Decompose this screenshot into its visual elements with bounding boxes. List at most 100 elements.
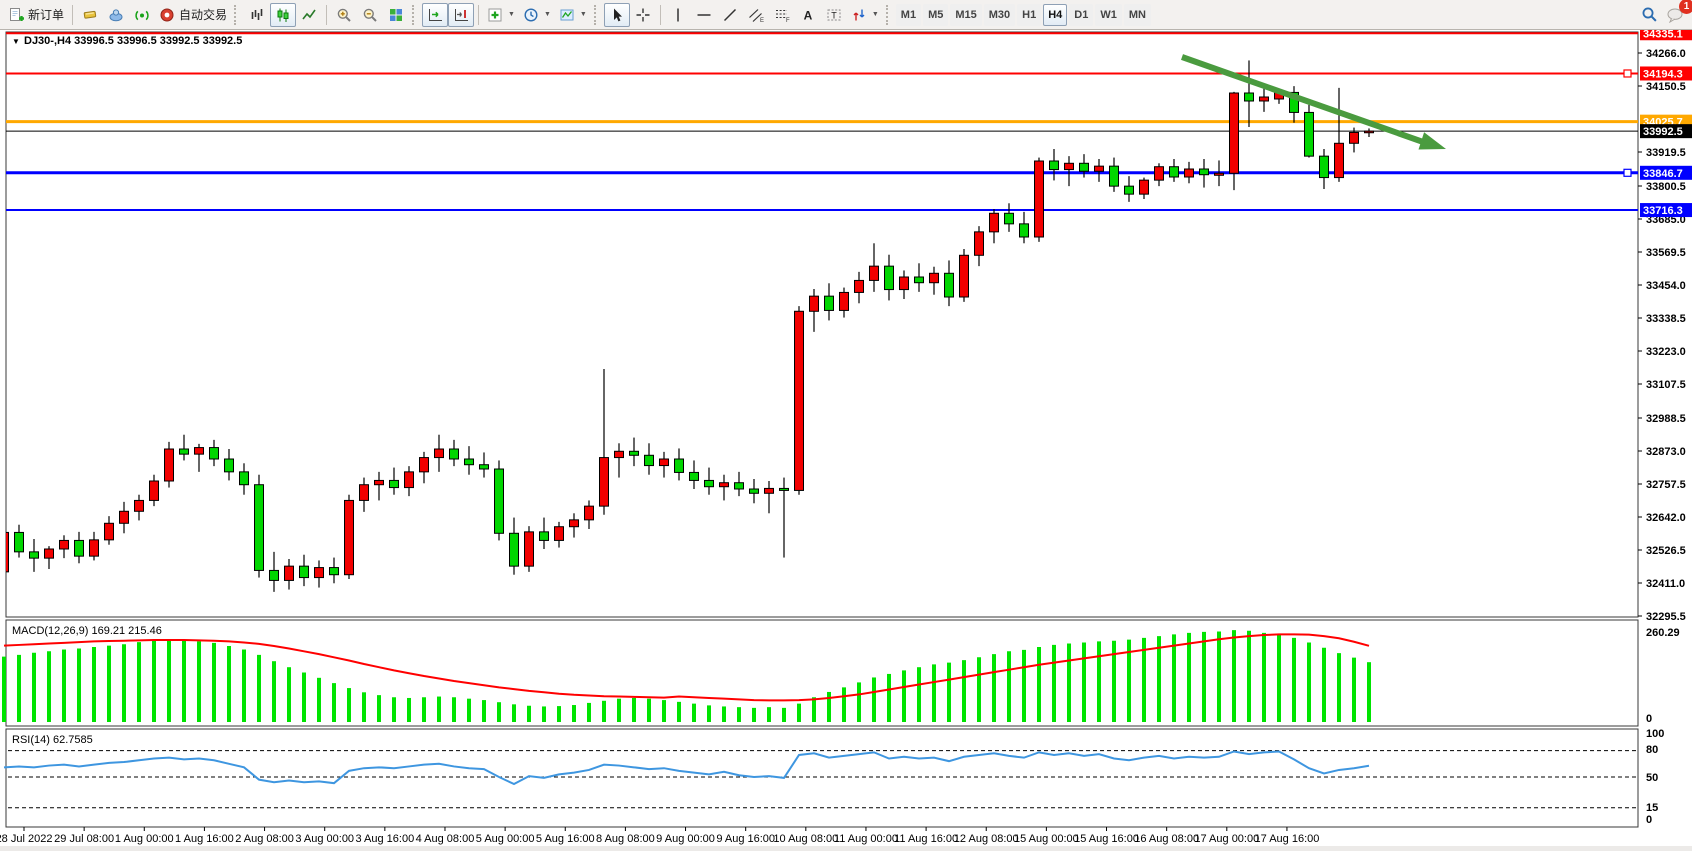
candle <box>434 448 444 459</box>
price-axis[interactable]: 34266.034150.533919.533800.533685.033569… <box>1638 48 1686 623</box>
window-bottom-strip <box>0 846 1692 851</box>
price-tick-label: 34150.5 <box>1646 81 1686 93</box>
toolbar-drag-handle[interactable] <box>412 4 419 25</box>
signals-button[interactable] <box>129 3 155 27</box>
candle <box>149 480 159 501</box>
time-tick-label: 12 Aug 08:00 <box>954 833 1019 845</box>
candle <box>374 479 384 486</box>
price-tick-label: 32295.5 <box>1646 611 1686 623</box>
candle <box>974 231 984 256</box>
candle <box>1364 130 1374 134</box>
price-tick-label: 32526.5 <box>1646 545 1686 557</box>
candle <box>284 565 294 581</box>
candle <box>854 279 864 293</box>
candle <box>1064 162 1074 171</box>
autotrade-button[interactable]: 自动交易 <box>155 3 231 27</box>
timeframe-m1-button[interactable]: M1 <box>895 3 922 26</box>
svg-text:33992.5: 33992.5 <box>1643 126 1683 138</box>
arrows-tool-button[interactable]: ▼ <box>847 3 883 27</box>
candle <box>239 471 249 486</box>
candle <box>614 450 624 459</box>
candle <box>809 295 819 312</box>
cursor-tool-button[interactable] <box>603 2 630 27</box>
chart-shift-button[interactable] <box>448 2 475 27</box>
candle <box>659 458 669 467</box>
candle <box>224 458 234 473</box>
toolbar-drag-handle[interactable] <box>885 4 893 25</box>
collapse-ohlc-icon[interactable]: ▼ <box>12 37 20 46</box>
line-handle[interactable] <box>1623 168 1632 177</box>
candle <box>554 526 564 541</box>
price-tick-label: 32988.5 <box>1646 413 1686 425</box>
price-tick-label: 32873.0 <box>1646 446 1686 458</box>
trend-arrow-annotation[interactable] <box>1181 54 1446 150</box>
rsi-label: RSI(14) 62.7585 <box>12 734 93 746</box>
community-button[interactable] <box>103 3 129 27</box>
toolbar-drag-handle[interactable] <box>234 4 241 25</box>
bar-chart-icon <box>251 8 263 20</box>
line-chart-mode-button[interactable] <box>296 3 322 27</box>
chart-background <box>0 30 1692 851</box>
candle <box>14 531 24 553</box>
crosshair-icon <box>636 8 650 21</box>
candle <box>254 484 264 571</box>
main-toolbar: 新订单 自动交易 <box>0 0 1692 30</box>
zoom-in-button[interactable] <box>331 3 357 27</box>
candle <box>1094 165 1104 172</box>
search-icon <box>1642 7 1657 22</box>
channel-tool-button[interactable]: E <box>743 3 769 27</box>
timeframe-h4-button[interactable]: H4 <box>1043 3 1068 26</box>
svg-text:34194.3: 34194.3 <box>1643 68 1683 80</box>
templates-button[interactable]: ▼ <box>555 3 591 27</box>
toolbar-separator <box>72 4 74 25</box>
vertical-line-tool-button[interactable] <box>665 3 691 27</box>
candle <box>269 569 279 581</box>
tile-windows-button[interactable] <box>383 3 409 27</box>
timeframe-d1-button[interactable]: D1 <box>1069 3 1094 26</box>
add-indicator-icon <box>488 8 502 21</box>
market-watch-button[interactable] <box>77 3 103 27</box>
timeframe-m5-button[interactable]: M5 <box>923 3 949 26</box>
zoom-out-button[interactable] <box>357 3 383 27</box>
horizontal-level-lines[interactable] <box>6 32 1638 212</box>
new-order-button[interactable]: 新订单 <box>4 3 68 27</box>
candle <box>989 212 999 233</box>
candle <box>794 310 804 491</box>
svg-text:E: E <box>760 18 764 23</box>
time-tick-label: 17 Aug 16:00 <box>1255 833 1320 845</box>
time-axis[interactable]: 28 Jul 2022 29 Jul 08:00 1 Aug 00:00 1 Aug … <box>0 827 1319 845</box>
text-tool-button[interactable]: A <box>795 3 821 27</box>
auto-scroll-button[interactable] <box>422 2 449 27</box>
candlestick-mode-button[interactable] <box>270 2 297 27</box>
candle <box>134 499 144 512</box>
search-button[interactable] <box>1636 3 1662 27</box>
timeframe-h1-button[interactable]: H1 <box>1017 3 1042 26</box>
macd-panel: MACD(12,26,9) 169.21 215.46 260.29 0 <box>2 625 1680 725</box>
bar-chart-mode-button[interactable] <box>244 3 270 27</box>
vertical-line-icon <box>677 8 679 21</box>
text-label-tool-button[interactable]: T <box>821 3 847 27</box>
template-icon <box>560 9 574 20</box>
candle <box>524 531 534 567</box>
notification-badge[interactable]: 1 <box>1679 0 1692 14</box>
timeframe-mn-button[interactable]: MN <box>1123 3 1151 26</box>
timeframe-m30-button[interactable]: M30 <box>983 3 1016 26</box>
rsi-scale-label: 80 <box>1646 744 1658 756</box>
timeframe-w1-button[interactable]: W1 <box>1095 3 1122 26</box>
time-tick-label: 3 Aug 16:00 <box>355 833 414 845</box>
fibonacci-tool-button[interactable]: F <box>769 3 795 27</box>
indicators-button[interactable]: ▼ <box>483 3 519 27</box>
horizontal-line-tool-button[interactable] <box>691 3 717 27</box>
crosshair-tool-button[interactable] <box>630 3 656 27</box>
time-tick-label: 2 Aug 08:00 <box>235 833 294 845</box>
toolbar-drag-handle[interactable] <box>593 4 601 25</box>
chat-button[interactable] <box>1662 3 1688 27</box>
trendline-tool-button[interactable] <box>717 3 743 27</box>
line-handle[interactable] <box>1623 69 1632 78</box>
text-icon: A <box>804 8 813 22</box>
timeframe-m15-button[interactable]: M15 <box>950 3 982 26</box>
candle <box>6 531 9 573</box>
periods-button[interactable]: ▼ <box>519 3 555 27</box>
dropdown-caret-icon: ▼ <box>508 11 515 18</box>
